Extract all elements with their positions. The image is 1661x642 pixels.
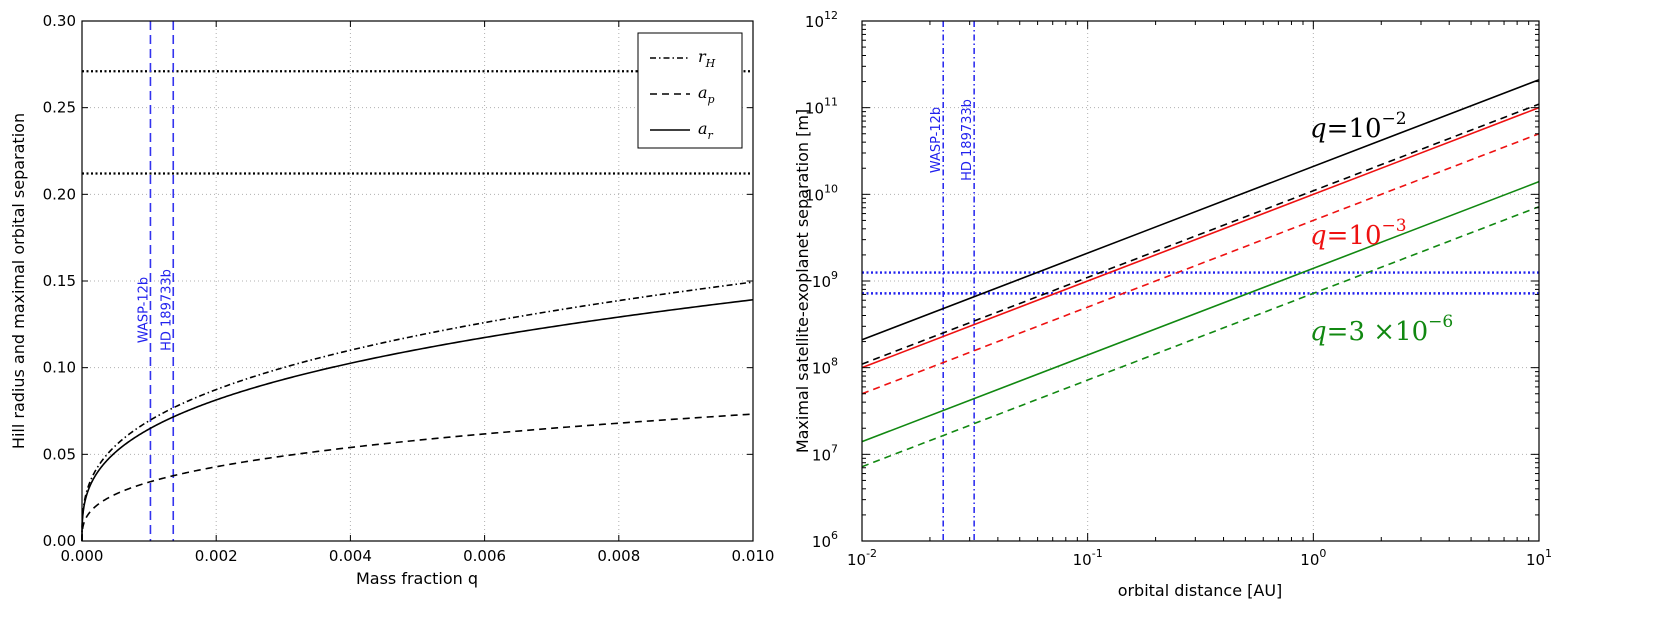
left-chart: 0.000 0.002 0.004 0.006 0.008 0.010 0.00 0.05 0.… xyxy=(9,12,774,588)
right-y-axis-label: Maximal satellite-exoplanet separation [… xyxy=(793,109,812,453)
left-x-tick-label: 0.010 xyxy=(732,547,775,565)
left-x-axis-label: Mass fraction q xyxy=(356,569,478,588)
right-y-tick-label: 109 xyxy=(812,269,838,291)
left-y-tick-label: 0.15 xyxy=(43,272,76,290)
q-label-1e-2: q=10−2 xyxy=(1310,109,1407,144)
right-reference-hlines xyxy=(862,271,1539,295)
left-y-tick-label: 0.25 xyxy=(43,99,76,117)
left-series-rH xyxy=(81,281,754,541)
left-series-ap xyxy=(81,413,754,541)
right-series-line-0 xyxy=(861,78,1540,341)
left-x-tick-label: 0.002 xyxy=(195,547,238,565)
left-ticks: 0.000 0.002 0.004 0.006 0.008 0.010 0.00 0.05 0.… xyxy=(43,12,775,565)
left-vline-label: WASP-12b xyxy=(136,277,151,343)
right-plot-frame xyxy=(861,20,1540,542)
legend-box xyxy=(637,32,743,149)
right-vline-label: WASP-12b xyxy=(929,107,944,173)
right-x-axis-label: orbital distance [AU] xyxy=(1118,581,1283,600)
right-x-tick-label: 10-2 xyxy=(847,547,877,569)
right-series xyxy=(861,78,1540,468)
right-x-tick-label: 100 xyxy=(1300,547,1326,569)
right-series-line-2 xyxy=(861,106,1540,369)
right-series-line-1 xyxy=(861,103,1540,365)
left-series xyxy=(81,281,754,541)
left-y-tick-label: 0.10 xyxy=(43,359,76,377)
right-planet-vlines xyxy=(942,21,975,541)
q-label-1e-3: q=10−3 xyxy=(1310,216,1407,251)
right-y-tick-label: 1012 xyxy=(805,9,838,31)
left-planet-labels: WASP-12b HD 189733b xyxy=(136,269,174,351)
right-y-tick-label: 1010 xyxy=(805,182,838,204)
left-vline-label: HD 189733b xyxy=(159,269,174,351)
left-y-axis-label: Hill radius and maximal orbital separati… xyxy=(9,113,28,449)
right-grid xyxy=(861,20,1540,542)
q-label-3e-6: q=3 ×10−6 xyxy=(1310,312,1453,347)
legend-rH-label: rH xyxy=(698,47,716,70)
left-y-tick-label: 0.05 xyxy=(43,445,76,463)
left-y-tick-label: 0.00 xyxy=(43,532,76,550)
legend-ap-label: ap xyxy=(698,83,715,106)
right-series-line-4 xyxy=(861,180,1540,443)
left-planet-vlines xyxy=(149,21,175,541)
right-y-tick-label: 1011 xyxy=(805,96,838,118)
left-legend: rH ap ar xyxy=(637,32,743,149)
left-x-tick-label: 0.000 xyxy=(61,547,104,565)
right-series-line-5 xyxy=(861,205,1540,468)
left-y-tick-label: 0.30 xyxy=(43,12,76,30)
right-y-tick-label: 108 xyxy=(812,356,838,378)
left-series-ar xyxy=(81,298,754,541)
left-x-tick-label: 0.004 xyxy=(329,547,372,565)
right-series-line-3 xyxy=(861,133,1540,395)
right-x-tick-label: 10-1 xyxy=(1073,547,1103,569)
right-ticks: 10-2 10-1 100 101 106 107 108 109 1010 1011 1012 xyxy=(805,9,1552,569)
legend-ar-label: ar xyxy=(698,119,714,142)
right-y-tick-label: 107 xyxy=(812,442,838,464)
right-x-tick-label: 101 xyxy=(1526,547,1552,569)
left-y-tick-label: 0.20 xyxy=(43,185,76,203)
right-planet-labels: WASP-12b HD 189733b xyxy=(929,99,975,181)
right-vline-label: HD 189733b xyxy=(960,99,975,181)
right-y-tick-label: 106 xyxy=(812,529,838,551)
left-x-tick-label: 0.008 xyxy=(597,547,640,565)
left-x-tick-label: 0.006 xyxy=(463,547,506,565)
right-chart: 10-2 10-1 100 101 106 107 108 109 1010 1011 1012 W… xyxy=(793,9,1552,600)
